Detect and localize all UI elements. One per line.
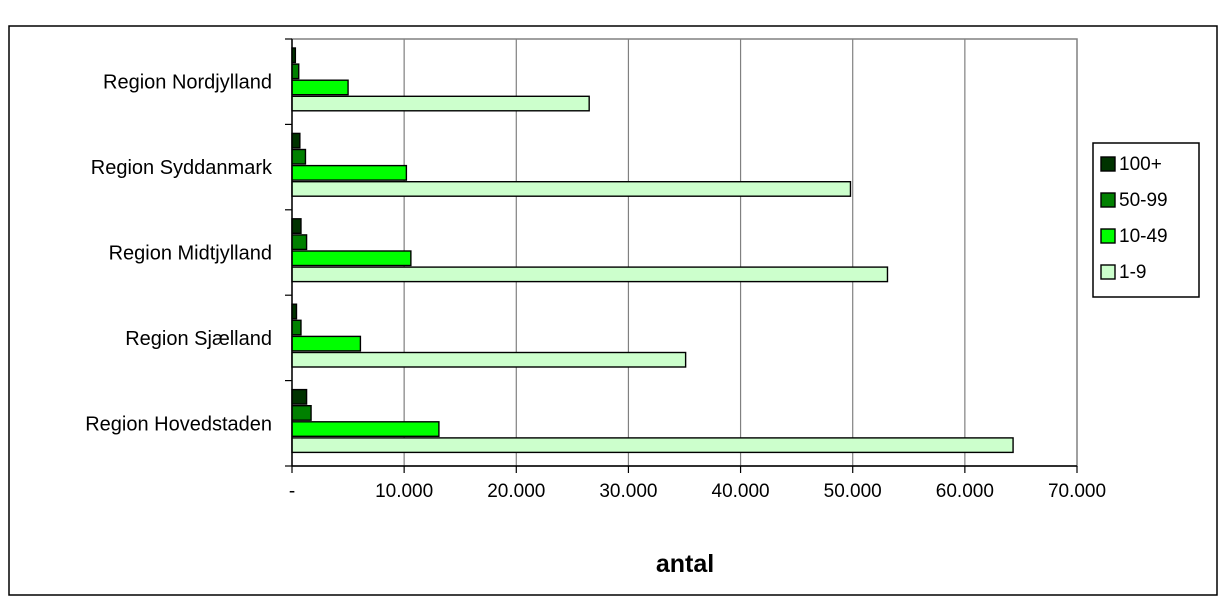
legend-label: 10-49: [1119, 226, 1168, 247]
category-label: Region Sjælland: [125, 328, 272, 350]
legend-label: 50-99: [1119, 190, 1168, 211]
x-tick-label: 10.000: [375, 481, 433, 502]
x-tick-label: 70.000: [1048, 481, 1106, 502]
x-tick-labels: - 10.000 20.000 30.000 40.000 50.000 60.000 70.…: [289, 481, 1106, 502]
bar: [291, 79, 349, 96]
x-tick-label: 60.000: [936, 481, 994, 502]
bar: [291, 218, 302, 235]
x-tick-label: 50.000: [824, 481, 882, 502]
legend: 100+ 50-99 10-49 1-9: [1092, 142, 1200, 298]
legend-swatch: [1100, 228, 1116, 244]
bar: [291, 148, 307, 165]
bar: [291, 234, 308, 251]
category-label: Region Nordjylland: [103, 72, 272, 94]
bar: [291, 421, 440, 437]
legend-swatch: [1100, 156, 1116, 172]
bar: [291, 164, 408, 181]
legend-swatch: [1100, 264, 1116, 280]
bar: [291, 266, 889, 283]
legend-label: 100+: [1119, 154, 1162, 175]
category-label: Region Hovedstaden: [85, 413, 272, 435]
bar: [291, 63, 300, 80]
bar: [291, 405, 312, 421]
x-tick-label: 40.000: [712, 481, 770, 502]
bar: [291, 250, 412, 267]
bar: [291, 319, 302, 336]
category-labels: Region Nordjylland Region Syddanmark Regio…: [85, 72, 273, 436]
bar: [291, 180, 852, 197]
bar: [291, 335, 362, 352]
axes: [285, 38, 1078, 473]
x-tick-label: 20.000: [487, 481, 545, 502]
x-axis-title: antal: [656, 550, 714, 578]
bar: [291, 132, 301, 149]
category-label: Region Syddanmark: [91, 157, 273, 179]
x-tick-label: 30.000: [599, 481, 657, 502]
bar: [291, 351, 687, 368]
x-tick-label: -: [289, 481, 295, 502]
legend-label: 1-9: [1119, 262, 1146, 283]
legend-swatch: [1100, 192, 1116, 208]
bar: [291, 437, 1014, 454]
bar: [291, 95, 590, 112]
category-label: Region Midtjylland: [109, 243, 272, 265]
bar: [291, 388, 308, 405]
